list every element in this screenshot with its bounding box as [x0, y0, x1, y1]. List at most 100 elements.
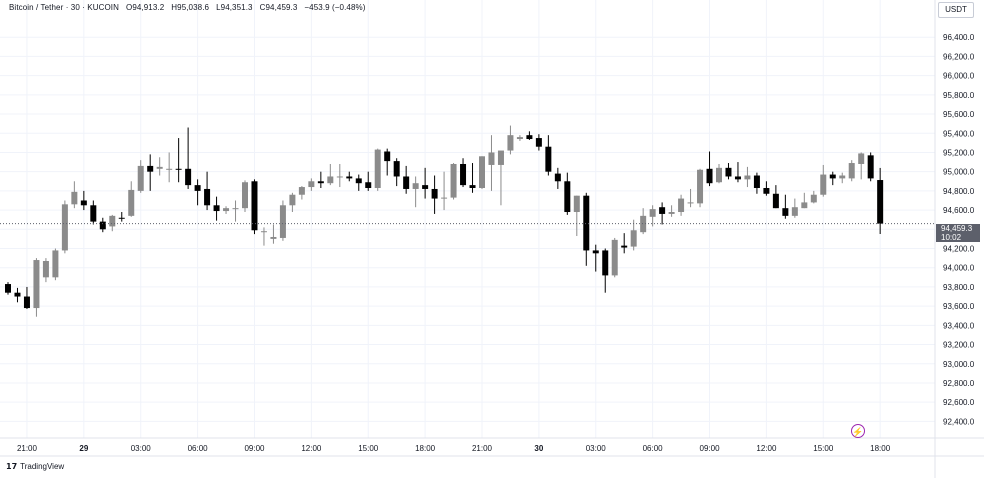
candle-body	[592, 250, 599, 254]
candle-body	[52, 250, 59, 278]
candle-body	[867, 155, 874, 179]
candle-body	[848, 163, 855, 179]
candle-body	[194, 185, 201, 191]
legend-high: 95,038.6	[177, 3, 210, 12]
candle-body	[355, 178, 362, 184]
x-tick-label: 15:00	[813, 444, 834, 453]
candle-body	[384, 151, 391, 162]
candle-body	[204, 188, 211, 206]
candle-body	[99, 221, 106, 230]
x-tick-label: 12:00	[301, 444, 322, 453]
candle-body	[422, 185, 429, 189]
candle-body	[412, 183, 419, 189]
candle-body	[810, 194, 817, 203]
y-tick-label: 94,200.0	[943, 245, 975, 254]
candle-body	[801, 202, 808, 209]
candle-body	[649, 209, 656, 217]
candle-body	[260, 231, 267, 233]
candle-body	[175, 168, 182, 170]
candle-body	[346, 176, 353, 179]
candle-body	[545, 146, 552, 172]
candle-body	[526, 135, 533, 140]
candle-body	[90, 205, 97, 222]
tradingview-logo-text: TradingView	[20, 462, 65, 471]
candle-body	[772, 193, 779, 209]
candle-body	[327, 176, 334, 184]
candle-body	[877, 180, 884, 224]
x-tick-label: 18:00	[415, 444, 436, 453]
candle-body	[80, 200, 87, 206]
x-tick-label: 18:00	[870, 444, 891, 453]
candle-body	[630, 230, 637, 247]
candle-body	[251, 181, 258, 231]
y-tick-label: 93,000.0	[943, 360, 975, 369]
candle-body	[298, 187, 305, 195]
y-tick-label: 93,600.0	[943, 302, 975, 311]
candle-body	[242, 182, 248, 209]
candle-body	[308, 181, 315, 188]
y-tick-label: 94,600.0	[943, 206, 975, 215]
y-tick-label: 94,800.0	[943, 187, 975, 196]
candle-body	[23, 296, 30, 309]
candle-body	[725, 167, 732, 177]
x-tick-label: 09:00	[700, 444, 721, 453]
candle-body	[516, 137, 523, 140]
candle-body	[791, 207, 798, 216]
candle-body	[668, 212, 675, 214]
candle-body	[507, 135, 514, 151]
candle-body	[583, 195, 590, 251]
legend-open: 94,913.2	[132, 3, 165, 12]
candle-body	[336, 176, 343, 178]
candle-body	[450, 163, 457, 198]
candle-body	[621, 245, 628, 248]
x-tick-label: 06:00	[188, 444, 209, 453]
candle-body	[166, 168, 173, 170]
candle-body	[573, 195, 580, 213]
y-tick-label: 95,200.0	[943, 148, 975, 157]
y-tick-label: 95,000.0	[943, 168, 975, 177]
y-tick-label: 95,600.0	[943, 110, 975, 119]
candle-body	[317, 181, 324, 184]
candle-body	[611, 239, 618, 276]
candle-body	[270, 236, 277, 239]
candle-body	[441, 197, 448, 199]
y-tick-label: 93,200.0	[943, 341, 975, 350]
y-tick-label: 94,000.0	[943, 264, 975, 273]
legend-change: −453.9 (−0.48%)	[304, 3, 366, 12]
y-tick-label: 95,400.0	[943, 129, 975, 138]
x-tick-label: 03:00	[586, 444, 607, 453]
candle-body	[678, 198, 685, 213]
legend-symbol[interactable]: Bitcoin / Tether · 30 · KUCOIN	[9, 3, 119, 12]
candle-body	[393, 161, 400, 177]
candle-body	[602, 250, 609, 276]
candle-body	[479, 156, 485, 189]
lightning-icon[interactable]: ⚡	[851, 424, 865, 438]
candle-body	[289, 194, 296, 206]
legend-close: 94,459.3	[265, 3, 298, 12]
candle-body	[744, 175, 751, 180]
candle-body	[147, 165, 154, 172]
candle-body	[14, 292, 21, 297]
currency-button[interactable]: USDT	[938, 2, 974, 18]
candle-layer	[5, 125, 884, 317]
candle-body	[697, 169, 704, 204]
legend-low-label: L	[216, 3, 221, 12]
candle-body	[640, 215, 647, 233]
legend-high-label: H	[171, 3, 178, 12]
candle-body	[858, 153, 865, 164]
candle-body	[71, 191, 78, 205]
symbol-legend[interactable]: Bitcoin / Tether · 30 · KUCOIN O94,913.2…	[9, 3, 366, 12]
x-tick-label: 29	[79, 444, 88, 453]
tradingview-logo[interactable]: 𝟭𝟳 TradingView	[6, 462, 64, 471]
x-tick-label: 15:00	[358, 444, 379, 453]
y-tick-label: 95,800.0	[943, 91, 975, 100]
candle-body	[564, 181, 571, 213]
candle-body	[782, 208, 789, 216]
y-tick-label: 92,400.0	[943, 417, 975, 426]
current-price-value: 94,459.3	[941, 224, 973, 233]
candle-body	[213, 205, 220, 212]
candle-body	[554, 173, 561, 182]
